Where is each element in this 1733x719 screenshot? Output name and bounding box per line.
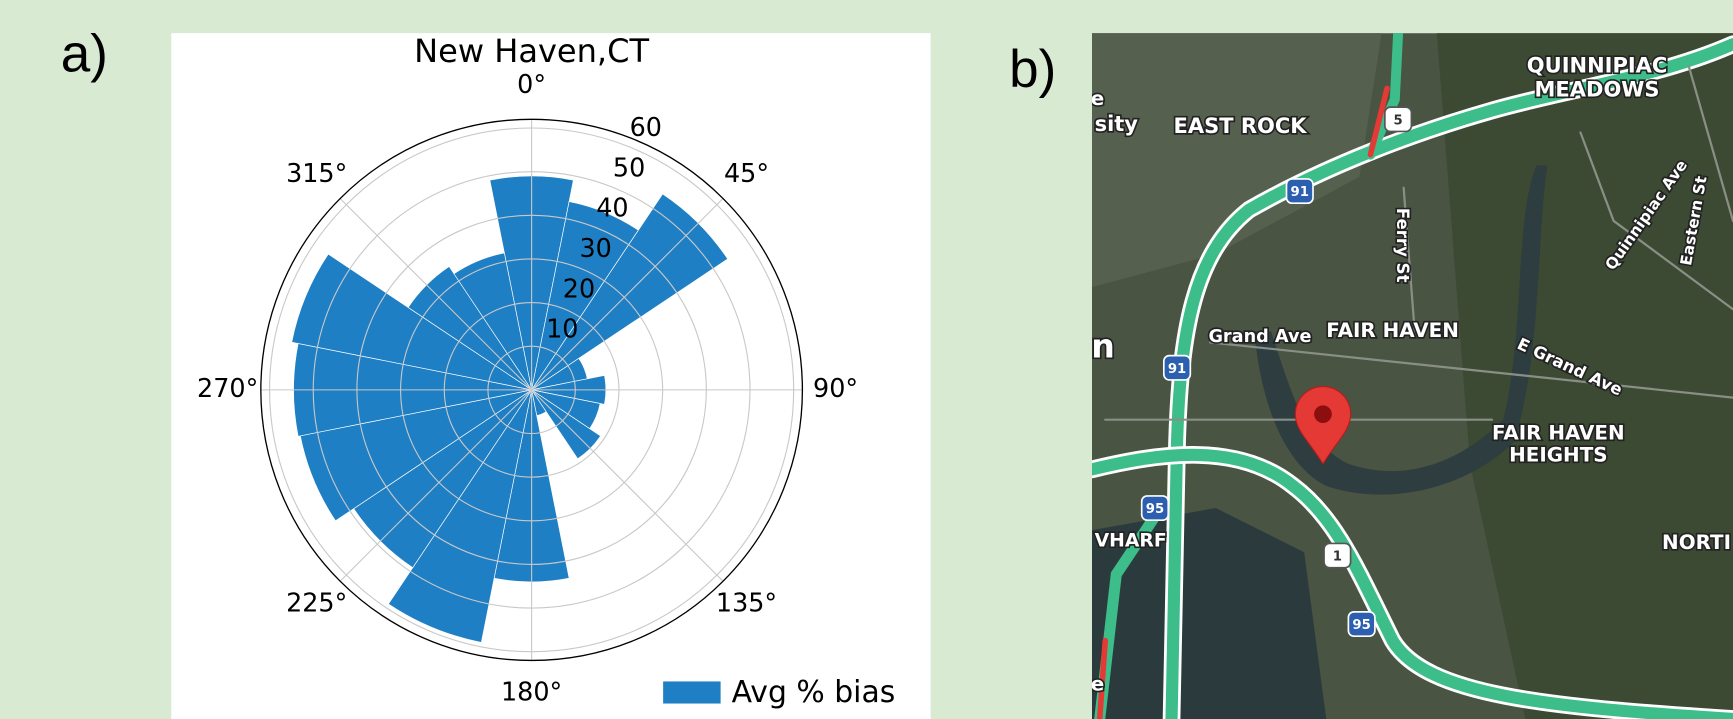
map-label: e <box>1091 87 1104 110</box>
panel-label: b) <box>1009 40 1056 99</box>
map-label: Grand Ave <box>1208 327 1311 347</box>
map-label: MEADOWS <box>1535 78 1660 102</box>
route-number: 95 <box>1352 618 1370 633</box>
route-number: 91 <box>1168 362 1186 377</box>
map-label: EAST ROCK <box>1174 114 1308 138</box>
route-number: 5 <box>1393 113 1402 128</box>
figure: a) b) New Haven,CT 10 20 30 40 50 60 0° 45° 90° 1… <box>0 0 1733 719</box>
theta-tick-label: 135° <box>716 588 777 618</box>
theta-tick-label: 0° <box>517 69 546 99</box>
map-label: e <box>1091 672 1104 695</box>
map-label: QUINNIPIAC <box>1527 53 1668 77</box>
map-label: FAIR HAVEN <box>1492 422 1625 445</box>
r-tick-label: 20 <box>563 273 595 303</box>
map-label: sity <box>1095 112 1139 136</box>
panel-label: a) <box>61 24 108 83</box>
r-tick-label: 40 <box>596 193 628 223</box>
route-number: 1 <box>1333 550 1342 565</box>
theta-tick-label: 90° <box>813 373 858 403</box>
map-label: FAIR HAVEN <box>1326 319 1459 342</box>
r-tick-label: 60 <box>630 112 662 142</box>
map-label: NORTI <box>1662 531 1731 554</box>
map-label: VHARF <box>1095 531 1167 552</box>
chart-title: New Haven,CT <box>414 32 649 70</box>
legend-swatch <box>663 681 720 703</box>
theta-tick-label: 270° <box>197 373 258 403</box>
pin-dot <box>1314 405 1332 423</box>
map-label: HEIGHTS <box>1509 444 1607 467</box>
r-tick-label: 30 <box>579 233 611 263</box>
route-number: 91 <box>1291 185 1309 200</box>
r-tick-label: 50 <box>613 152 645 182</box>
theta-tick-label: 45° <box>724 158 769 188</box>
r-tick-label: 10 <box>546 314 578 344</box>
theta-tick-label: 180° <box>501 677 562 707</box>
theta-tick-label: 315° <box>286 158 347 188</box>
theta-tick-label: 225° <box>286 588 347 618</box>
map-label: n <box>1091 326 1115 365</box>
map-label: Ferry St <box>1393 208 1412 283</box>
legend-label: Avg % bias <box>732 675 896 710</box>
route-number: 95 <box>1146 502 1164 517</box>
